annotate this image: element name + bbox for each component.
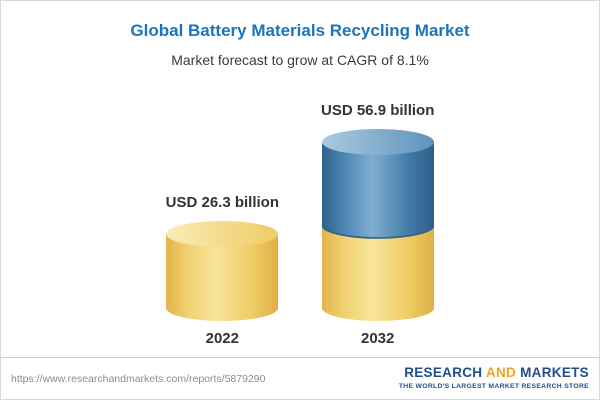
footer: https://www.researchandmarkets.com/repor… bbox=[1, 357, 599, 399]
logo-word-markets: MARKETS bbox=[520, 365, 589, 381]
research-and-markets-logo: RESEARCH AND MARKETS THE WORLD'S LARGEST… bbox=[398, 365, 589, 391]
logo-word-research: RESEARCH bbox=[404, 365, 483, 381]
year-label-2032: 2032 bbox=[360, 330, 395, 347]
chart-title: Global Battery Materials Recycling Marke… bbox=[130, 21, 470, 40]
value-label-2032: USD 56.9 billion bbox=[321, 102, 435, 119]
bar-chart: USD 26.3 billion bbox=[1, 68, 599, 357]
report-url-link[interactable]: https://www.researchandmarkets.com/repor… bbox=[11, 372, 266, 385]
year-label-2022: 2022 bbox=[205, 330, 239, 347]
cylinder-2022 bbox=[166, 221, 279, 321]
logo-wordmark: RESEARCH AND MARKETS bbox=[399, 365, 589, 381]
bar-2022: USD 26.3 billion bbox=[166, 194, 279, 347]
logo-word-and: AND bbox=[485, 365, 517, 381]
cylinder-2032 bbox=[321, 129, 434, 321]
logo-tagline: THE WORLD'S LARGEST MARKET RESEARCH STOR… bbox=[398, 383, 589, 391]
value-label-2022: USD 26.3 billion bbox=[165, 194, 279, 211]
bar-2032: USD 56.9 billion bbox=[321, 102, 434, 347]
chart-subtitle: Market forecast to grow at CAGR of 8.1% bbox=[171, 52, 429, 68]
